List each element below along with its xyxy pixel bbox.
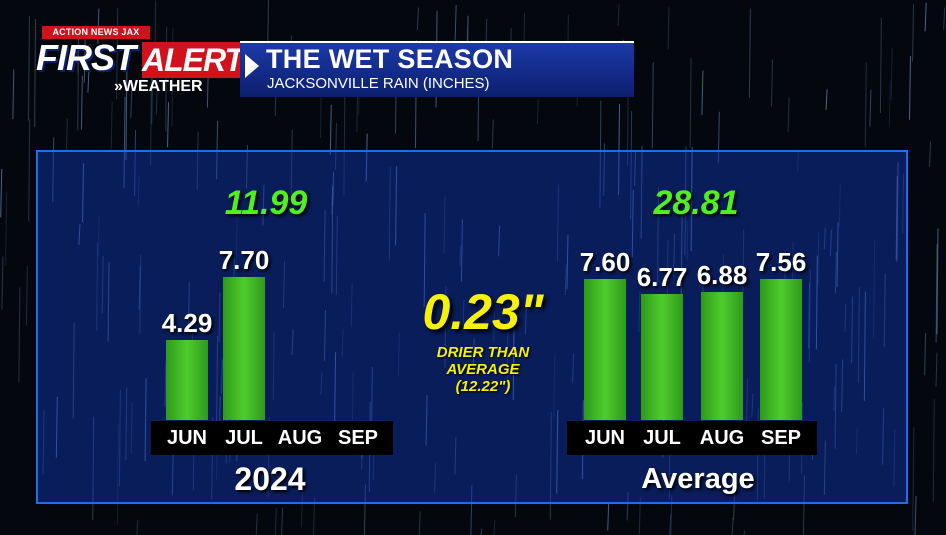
month-axis-band-average <box>567 421 817 455</box>
value-label-2024-jul: 7.70 <box>218 244 270 275</box>
value-label-2024-jun: 4.29 <box>161 308 213 339</box>
month-label-2024-jul: JUL <box>225 427 263 449</box>
bar-2024-jun <box>166 340 208 420</box>
total-2024: 11.99 <box>224 184 308 222</box>
value-label-average-aug: 6.88 <box>696 260 748 291</box>
difference-value: 0.23" <box>422 284 544 340</box>
month-axis-band-2024 <box>151 421 393 455</box>
value-label-average-jun: 7.60 <box>579 246 631 277</box>
bar-average-aug <box>701 292 743 420</box>
month-label-average-jun: JUN <box>584 427 625 449</box>
difference-note-line2: AVERAGE <box>446 361 520 378</box>
chevron-right-icon <box>245 54 259 78</box>
bar-average-sep <box>760 279 802 420</box>
page-title: THE WET SEASON <box>266 44 514 74</box>
chart-label-2024: 2024 <box>234 461 306 497</box>
logo-first-text: FIRST <box>36 37 136 78</box>
bar-average-jun <box>584 278 626 420</box>
month-label-2024-sep: SEP <box>337 427 379 449</box>
logo-alert-text: ALERT <box>142 42 244 78</box>
difference-note-line3: (12.22") <box>455 378 511 395</box>
value-label-average-sep: 7.56 <box>755 247 807 278</box>
difference-note: DRIER THAN AVERAGE (12.22") <box>398 344 568 395</box>
network-label: ACTION NEWS JAX <box>42 26 150 39</box>
chart-label-average: Average <box>641 463 755 495</box>
logo-weather-text: »WEATHER <box>114 78 203 95</box>
bar-2024-jul <box>223 276 265 420</box>
value-label-average-jul: 6.77 <box>636 262 688 293</box>
month-label-2024-aug: AUG <box>277 427 323 449</box>
month-label-average-jul: JUL <box>643 427 681 449</box>
month-label-average-aug: AUG <box>699 427 745 449</box>
month-label-2024-jun: JUN <box>166 427 207 449</box>
difference-note-line1: DRIER THAN <box>436 344 530 361</box>
title-bar <box>240 41 634 97</box>
total-average: 28.81 <box>653 184 739 222</box>
first-alert-weather-logo: ACTION NEWS JAX FIRST ALERT »WEATHER <box>36 26 244 96</box>
bar-average-jul <box>641 294 683 420</box>
page-subtitle: JACKSONVILLE RAIN (INCHES) <box>267 75 490 92</box>
month-label-average-sep: SEP <box>760 427 802 449</box>
